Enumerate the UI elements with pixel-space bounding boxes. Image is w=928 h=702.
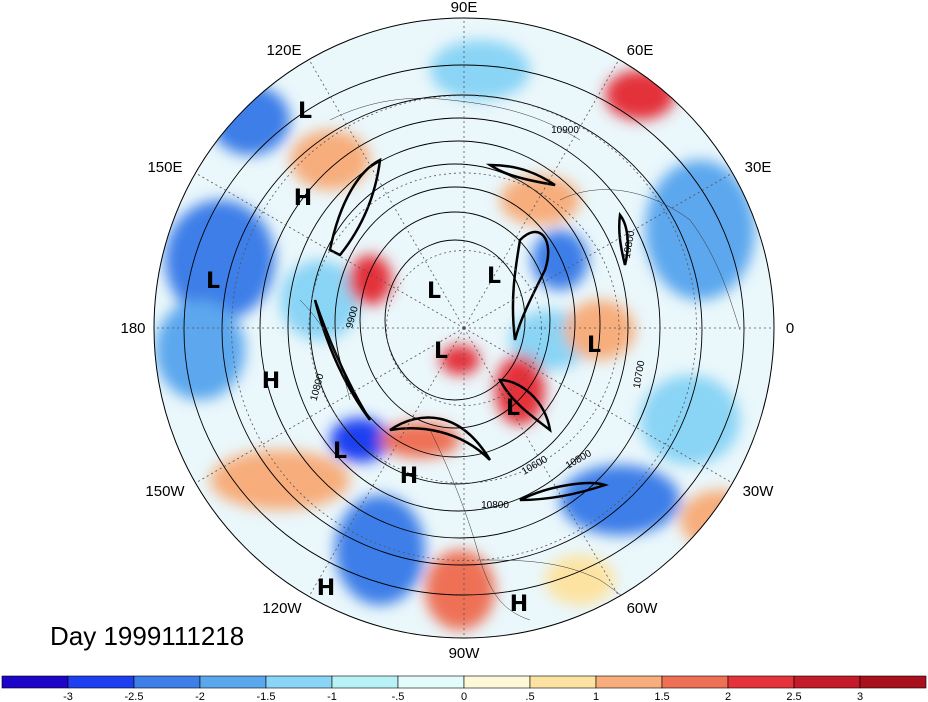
colorbar-swatch xyxy=(529,675,597,689)
high-pressure-label: H xyxy=(317,576,335,601)
map-boundary xyxy=(153,17,775,639)
low-pressure-label: L xyxy=(206,269,220,294)
colorbar-tick-label: 0 xyxy=(461,691,467,702)
colorbar-swatch xyxy=(463,675,531,689)
longitude-label: 30E xyxy=(745,159,772,176)
colorbar-tick-label: 2 xyxy=(725,691,731,702)
high-pressure-label: H xyxy=(262,369,280,394)
longitude-label: 0 xyxy=(786,320,794,337)
low-pressure-label: L xyxy=(298,99,312,124)
colorbar-tick-label: -3 xyxy=(63,691,73,702)
colorbar-swatch xyxy=(727,675,795,689)
longitude-label: 90E xyxy=(451,0,478,16)
colorbar-swatch xyxy=(199,675,267,689)
colorbar-tick-label: 3 xyxy=(857,691,863,702)
low-pressure-label: L xyxy=(333,439,347,464)
colorbar-tick-label: -2 xyxy=(195,691,205,702)
longitude-label: 60W xyxy=(627,600,659,617)
low-pressure-label: L xyxy=(487,264,501,289)
longitude-label: 120E xyxy=(266,42,301,59)
low-pressure-label: L xyxy=(506,396,520,421)
colorbar-tick-label: .5 xyxy=(525,691,534,702)
low-pressure-label: L xyxy=(587,333,601,358)
low-pressure-label: L xyxy=(427,279,441,304)
colorbar-swatch xyxy=(793,675,861,689)
longitude-label: 180 xyxy=(120,320,145,337)
colorbar-tick-label: 2.5 xyxy=(786,691,801,702)
coastlines xyxy=(299,97,741,638)
colorbar-tick-label: -.5 xyxy=(392,691,405,702)
longitude-labels: 90E 60E 30E 0 30W 60W 90W 120W 150W 180 150E 120E xyxy=(120,0,794,662)
contour-value-label: 10900 xyxy=(551,125,579,136)
high-pressure-label: H xyxy=(400,464,418,489)
colorbar-swatch xyxy=(397,675,465,689)
contour-value-label: 10800 xyxy=(481,500,509,511)
contour-value-label: 10700 xyxy=(632,359,648,389)
high-pressure-label: H xyxy=(510,592,528,617)
colorbar-tick-label: 1.5 xyxy=(654,691,669,702)
colorbar: -3 -2.5 -2 -1.5 -1 -.5 0 .5 1 1.5 2 2.5 3 xyxy=(1,675,927,702)
colorbar-swatch xyxy=(859,675,927,689)
colorbar-tick-label: -2.5 xyxy=(125,691,144,702)
day-label: Day 1999111218 xyxy=(50,621,244,651)
contour-value-label: 10800 xyxy=(622,229,638,259)
graticule xyxy=(154,18,774,638)
colorbar-swatch xyxy=(331,675,399,689)
colorbar-swatch xyxy=(595,675,663,689)
colorbar-swatch xyxy=(265,675,333,689)
colorbar-tick-label: -1 xyxy=(327,691,337,702)
longitude-label: 90W xyxy=(449,645,481,662)
colorbar-swatch xyxy=(133,675,201,689)
colorbar-swatch xyxy=(661,675,729,689)
colorbar-tick-label: 1 xyxy=(593,691,599,702)
longitude-label: 120W xyxy=(262,600,302,617)
longitude-label: 150W xyxy=(145,483,185,500)
colorbar-tick-label: -1.5 xyxy=(257,691,276,702)
high-pressure-label: H xyxy=(294,186,312,211)
longitude-label: 150E xyxy=(147,159,182,176)
colorbar-swatch xyxy=(67,675,135,689)
colorbar-swatch xyxy=(1,675,69,689)
longitude-label: 30W xyxy=(743,483,775,500)
low-pressure-label: L xyxy=(434,339,448,364)
longitude-label: 60E xyxy=(627,42,654,59)
pressure-center-labels: L H L H L L L L L L H H H xyxy=(206,99,601,617)
